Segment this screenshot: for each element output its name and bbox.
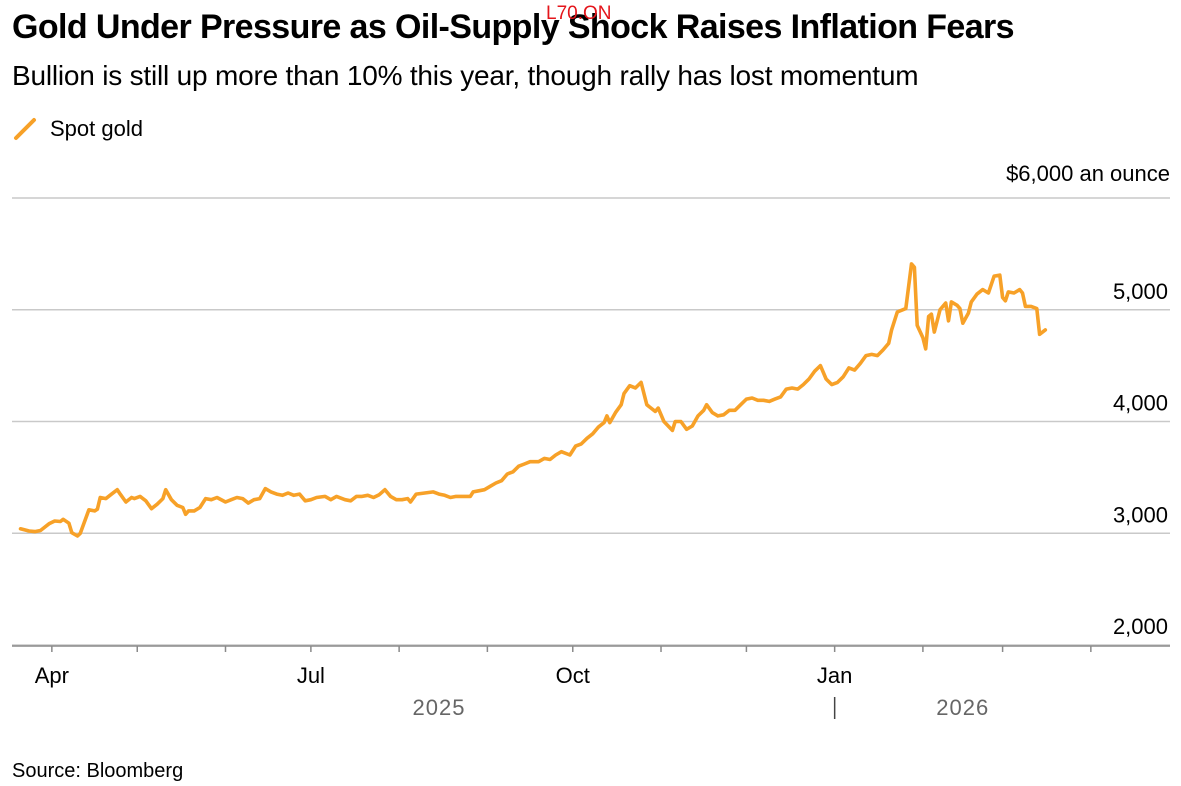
diagonal-line-icon [14,118,36,140]
legend: Spot gold [12,115,143,143]
x-tick-label-oct: Oct [556,663,590,688]
chart-subtitle: Bullion is still up more than 10% this y… [12,60,919,91]
x-tick-label-apr: Apr [35,663,69,688]
ticker-overlay[interactable]: L70.ON [546,3,612,24]
series-line-spot-gold [18,262,1048,538]
y-tick-label-3000: 3,000 [1113,502,1168,527]
x-tick-label-jul: Jul [297,663,325,688]
y-tick-label-2000: 2,000 [1113,614,1168,639]
y-tick-label-5000: 5,000 [1113,279,1168,304]
y-tick-label-4000: 4,000 [1113,391,1168,416]
year-label-2026: 2026 [936,695,989,720]
chart-title: Gold Under Pressure as Oil-Supply Shock … [12,8,1015,46]
source-note: Source: Bloomberg [12,760,184,782]
legend-label: Spot gold [50,116,143,141]
year-label-2025: 2025 [413,695,466,720]
x-tick-label-jan: Jan [817,663,852,688]
y-axis-unit-label: $6,000 an ounce [1006,161,1170,186]
